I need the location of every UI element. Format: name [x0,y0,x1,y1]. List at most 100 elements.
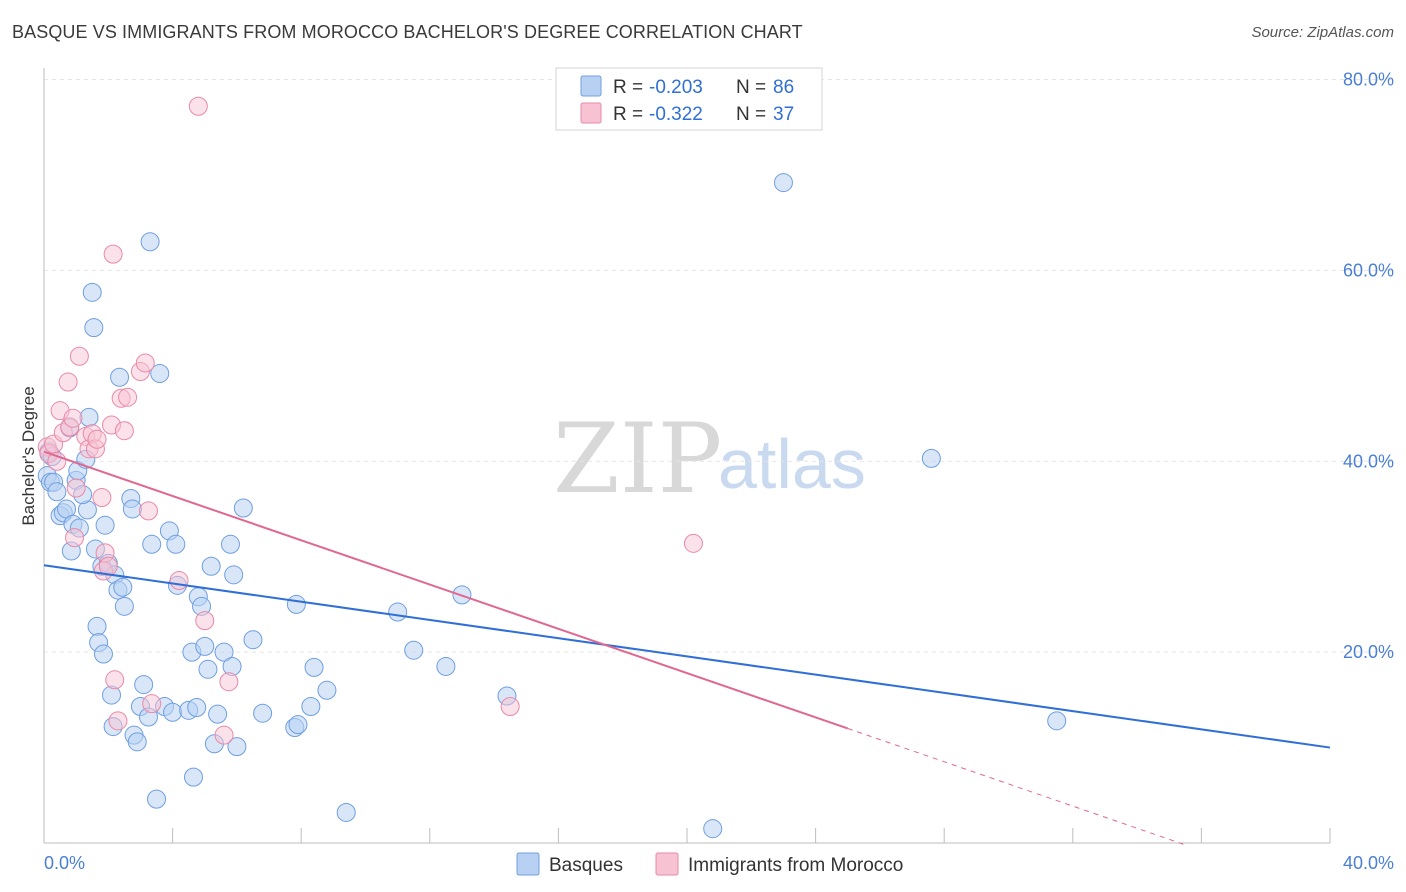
stats-legend: R = -0.203 N = 86 R = -0.322 N = 37 [555,67,823,131]
legend-morocco-n-value: 37 [773,104,794,125]
point-morocco [108,711,128,731]
point-morocco [500,697,520,717]
point-basques [140,232,160,252]
point-basques [288,715,308,735]
point-basques [773,173,793,193]
trendline-morocco-extension [847,728,1186,846]
point-basques [122,499,142,519]
point-basques [388,602,408,622]
y-axis-label: Bachelor's Degree [19,386,38,525]
legend-basques-r-value: -0.203 [649,77,703,98]
point-basques [224,565,244,585]
y-tick-label: 60.0% [1343,260,1394,280]
point-basques [113,577,133,597]
point-morocco [683,533,703,553]
point-basques [921,448,941,468]
point-basques [195,636,215,656]
point-basques [253,703,273,723]
point-morocco [118,387,138,407]
y-tick-label: 20.0% [1343,642,1394,662]
point-morocco [188,96,208,116]
bottom-legend: Basques Immigrants from Morocco [516,852,903,876]
y-tick-labels: 20.0% 40.0% 60.0% 80.0% [1343,70,1394,663]
chart-title: BASQUE VS IMMIGRANTS FROM MOROCCO BACHEL… [12,22,803,42]
point-basques [436,656,456,676]
legend-basques-n-label: N = [736,77,766,98]
legend-basques-n-value: 86 [773,77,794,98]
trendlines [43,450,1331,846]
point-morocco [214,725,234,745]
point-basques [127,732,147,752]
point-basques [233,498,253,518]
legend-swatch-morocco [580,102,602,124]
y-tick-label: 80.0% [1343,70,1394,90]
point-basques [150,363,170,383]
trendline-morocco [43,450,849,730]
point-morocco [103,244,123,264]
point-morocco [87,429,107,449]
point-morocco [114,421,134,441]
point-basques [220,534,240,554]
point-morocco [142,694,162,714]
point-basques [95,515,115,535]
point-basques [336,802,356,822]
point-basques [304,657,324,677]
point-basques [93,644,113,664]
point-basques [166,534,186,554]
point-basques [79,407,99,427]
point-basques [87,616,107,636]
legend-swatch-basques [580,75,602,97]
x-tick-label-min: 0.0% [44,853,85,873]
point-basques [301,697,321,717]
source-label: Source: ZipAtlas.com [1251,24,1394,41]
point-morocco [92,488,112,508]
watermark-zip: ZIP [553,403,722,515]
point-morocco [63,408,83,428]
point-basques [214,642,234,662]
point-basques [243,630,263,650]
point-morocco [58,372,78,392]
grid [44,79,1394,653]
point-morocco [169,571,189,591]
point-morocco [69,346,89,366]
point-morocco [66,478,86,498]
series-basques-points [37,173,1067,839]
point-basques [114,596,134,616]
bottom-legend-basques: Basques [549,855,623,876]
point-morocco [135,353,155,373]
point-morocco [195,611,215,631]
point-basques [208,704,228,724]
point-basques [134,675,154,695]
legend-morocco-r-value: -0.322 [649,104,703,125]
point-basques [286,594,306,614]
point-basques [110,367,130,387]
point-basques [142,534,162,554]
point-basques [82,282,102,302]
y-tick-label: 40.0% [1343,451,1394,471]
point-basques [227,737,247,757]
point-basques [201,556,221,576]
point-basques [183,767,203,787]
point-basques [187,697,207,717]
point-morocco [65,528,85,548]
x-tick-label-max: 40.0% [1343,853,1394,873]
legend-morocco-n-label: N = [736,104,766,125]
point-basques [404,640,424,660]
point-basques [703,819,723,839]
point-basques [1047,711,1067,731]
point-basques [47,482,67,502]
point-morocco [105,670,125,690]
point-basques [147,789,167,809]
point-morocco [138,501,158,521]
point-basques [317,680,337,700]
point-basques [84,318,104,338]
bottom-legend-swatch-basques [516,852,540,876]
point-basques [198,659,218,679]
point-morocco [219,672,239,692]
trendline-basques [43,564,1331,749]
bottom-legend-swatch-morocco [655,852,679,876]
legend-basques-r-label: R = [613,77,643,98]
bottom-legend-morocco: Immigrants from Morocco [688,855,903,876]
legend-morocco-r-label: R = [613,104,643,125]
